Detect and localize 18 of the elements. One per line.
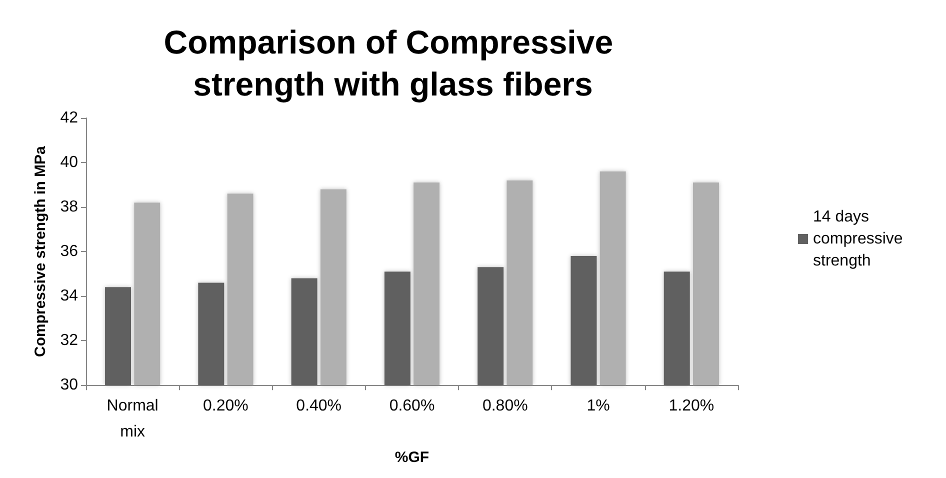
legend-label: 14 days compressive strength — [813, 208, 908, 270]
y-tick-label: 36 — [60, 243, 78, 260]
y-tick-label: 40 — [60, 154, 78, 172]
y-tick-label: 42 — [60, 110, 78, 126]
x-tick-label: 0.80% — [482, 398, 528, 415]
y-tick-label: 38 — [60, 198, 78, 216]
x-tick-label: 1% — [586, 398, 610, 415]
y-axis-title: Compressive strength in MPa — [32, 145, 49, 357]
x-tick-label: 0.20% — [203, 398, 248, 415]
chart-title: Comparison of Compressive strength with glass fibers — [164, 24, 622, 102]
y-tick-label: 32 — [60, 332, 78, 350]
x-tick-label: 0.60% — [389, 398, 435, 415]
y-tick-label: 30 — [60, 376, 78, 394]
y-tick-label: 34 — [60, 288, 78, 305]
x-axis-title: %GF — [394, 449, 430, 466]
x-tick-label: 1.20% — [668, 398, 714, 415]
x-tick-label: Normal mix — [106, 398, 158, 441]
x-tick-label: 0.40% — [296, 398, 342, 415]
